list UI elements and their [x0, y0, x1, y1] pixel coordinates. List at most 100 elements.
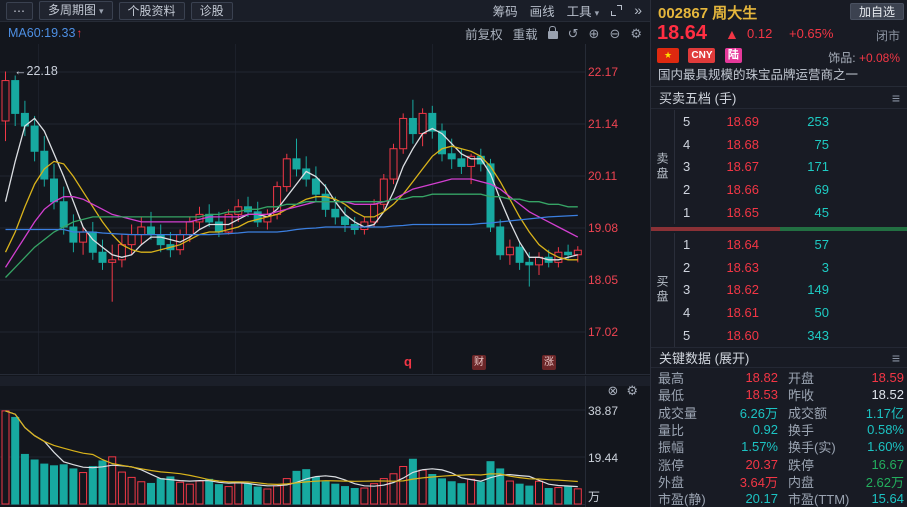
stock-code-name: 002867 周大生 [658, 5, 758, 22]
key-data-row: 最低 18.53 昨收 18.52 [651, 386, 907, 403]
order-level: 2 [683, 182, 691, 198]
key-data-value: 18.82 [745, 370, 778, 386]
volume-chart[interactable]: ⊗ ⚙ 38.87 19.44 万 [0, 376, 650, 507]
sell-rows: 5 18.69 253 4 18.68 75 3 18.67 171 2 18.66 69 1 18.65… [675, 110, 907, 224]
key-data-value: 15.64 [871, 491, 904, 507]
add-watchlist-button[interactable]: 加自选 [849, 3, 904, 20]
candlestick-chart[interactable]: 22.17 21.14 20.11 19.08 18.05 17.02 ←22.18 q … [0, 44, 650, 375]
market-status: 闭市 [875, 29, 900, 43]
order-volume: 3 [821, 259, 829, 275]
buy-sell-ratio-bar [651, 227, 907, 231]
tab-multi-period-chart[interactable]: 多周期图 ▾ [39, 1, 113, 20]
buy-rows: 1 18.64 57 2 18.63 3 3 18.62 149 4 18.61 50 5 18.60 34… [675, 233, 907, 347]
sector-quote[interactable]: 饰品: +0.08% [828, 49, 900, 66]
order-price: 18.65 [726, 205, 759, 221]
quote-side-panel: 002867 周大生 加自选 18.64 ▲ 0.12 +0.65% 闭市 ★ … [650, 0, 907, 507]
key-data-value: 0.58% [867, 422, 904, 438]
key-data-label: 成交量 [658, 405, 698, 421]
key-data-label: 市盈(静) [658, 492, 706, 507]
reload-button[interactable]: 重载 [512, 27, 538, 42]
volume-panel-controls: ⊗ ⚙ [607, 384, 638, 397]
lock-icon[interactable] [547, 26, 558, 39]
order-level: 5 [683, 113, 691, 129]
cn-flag-icon: ★ [657, 48, 679, 63]
zoom-out-icon[interactable]: ⊖ [609, 25, 621, 41]
tab-stock-info[interactable]: 个股资料 [118, 1, 185, 20]
order-book-row: 5 18.60 343 [675, 324, 907, 347]
chevron-down-icon: ▾ [594, 8, 600, 18]
currency-badge: CNY [688, 48, 716, 63]
key-data-value: 18.52 [871, 387, 904, 403]
order-level: 5 [683, 328, 691, 344]
price-axis-tick: 17.02 [588, 325, 619, 339]
key-data-value: 1.60% [867, 439, 904, 455]
menu-icon[interactable]: ≡ [891, 350, 900, 366]
stock-title-row: 002867 周大生 加自选 [651, 0, 907, 22]
key-data-value: 16.67 [871, 456, 904, 472]
chart-legend-row: MA60:19.33 ↑ 前复权 重载 ↺ ⊕ ⊖ ⚙ [0, 22, 650, 44]
order-level: 3 [683, 159, 691, 175]
order-price: 18.62 [726, 282, 759, 298]
menu-icon[interactable]: ≡ [891, 90, 900, 106]
more-tools-icon[interactable]: » [634, 2, 642, 18]
key-data-value: 18.53 [745, 387, 778, 403]
order-level: 4 [683, 136, 691, 152]
gear-icon[interactable]: ⚙ [630, 25, 642, 41]
tab-diagnose-stock[interactable]: 诊股 [190, 1, 233, 20]
ma60-legend: MA60:19.33 [8, 26, 76, 40]
forward-adjusted-button[interactable]: 前复权 [465, 27, 503, 42]
order-level: 1 [683, 236, 691, 252]
key-data-label: 开盘 [788, 371, 815, 387]
chart-toolbar-top-right: 筹码 画线 工具 ▾ » [493, 1, 642, 20]
order-book-row: 3 18.67 171 [675, 156, 907, 179]
event-marker-finance[interactable]: 财 [472, 355, 486, 370]
close-icon[interactable]: ⊗ [607, 383, 619, 398]
key-data-header[interactable]: 关键数据 (展开) ≡ [651, 347, 907, 368]
event-marker-q[interactable]: q [404, 354, 412, 369]
tools-label: 工具 [566, 5, 592, 19]
key-data-label: 量比 [658, 423, 685, 439]
order-price: 18.63 [726, 259, 759, 275]
sector-change: +0.08% [858, 51, 900, 65]
order-book-row: 5 18.69 253 [675, 110, 907, 133]
key-data-row: 外盘 3.64万 内盘 2.62万 [651, 473, 907, 490]
key-data-row: 成交量 6.26万 成交额 1.17亿 [651, 404, 907, 421]
order-volume: 45 [814, 205, 829, 221]
order-book-header: 买卖五档 (手) ≡ [651, 88, 907, 109]
draw-line-button[interactable]: 画线 [529, 5, 555, 19]
order-price: 18.61 [726, 305, 759, 321]
mainland-board-badge: 陆 [724, 48, 742, 63]
candles [1, 71, 582, 302]
order-book-row: 2 18.66 69 [675, 178, 907, 201]
tools-menu-button[interactable]: 工具 ▾ [567, 1, 600, 20]
order-price: 18.69 [726, 113, 759, 129]
order-price: 18.66 [726, 182, 759, 198]
price-change-percent: +0.65% [789, 26, 834, 41]
price-axis-tick: 21.14 [588, 117, 619, 131]
price-axis-tick: 20.11 [588, 169, 618, 183]
order-book-row: 2 18.63 3 [675, 256, 907, 279]
volume-svg [0, 376, 586, 507]
key-data-row: 涨停 20.37 跌停 16.67 [651, 455, 907, 473]
chevron-down-icon: ▾ [99, 6, 104, 16]
order-level: 3 [683, 282, 691, 298]
fullscreen-icon[interactable] [611, 5, 623, 16]
order-volume: 50 [814, 305, 829, 321]
undo-icon[interactable]: ↺ [567, 25, 579, 41]
key-data-label: 振幅 [658, 440, 685, 456]
more-periods-button[interactable]: ⋯ [6, 1, 33, 20]
volume-axis-tick: 19.44 [588, 450, 619, 465]
order-book-row: 1 18.64 57 [675, 233, 907, 256]
order-volume: 253 [807, 113, 829, 129]
chart-toolbar-top: ⋯ 多周期图 ▾ 个股资料 诊股 筹码 画线 工具 ▾ » [0, 0, 650, 22]
company-tagline: 国内最具规模的珠宝品牌运营商之一 [651, 66, 907, 87]
chip-distribution-button[interactable]: 筹码 [492, 5, 518, 19]
volume-bars [1, 410, 582, 505]
zoom-in-icon[interactable]: ⊕ [588, 25, 600, 41]
key-data-value: 3.64万 [739, 474, 778, 490]
gear-icon[interactable]: ⚙ [626, 383, 638, 398]
event-marker-rise[interactable]: 涨 [542, 355, 556, 370]
order-volume: 57 [814, 236, 829, 252]
buy-order-book: 买盘 1 18.64 57 2 18.63 3 3 18.62 149 4 18.61 50 5 18.6… [651, 233, 907, 347]
